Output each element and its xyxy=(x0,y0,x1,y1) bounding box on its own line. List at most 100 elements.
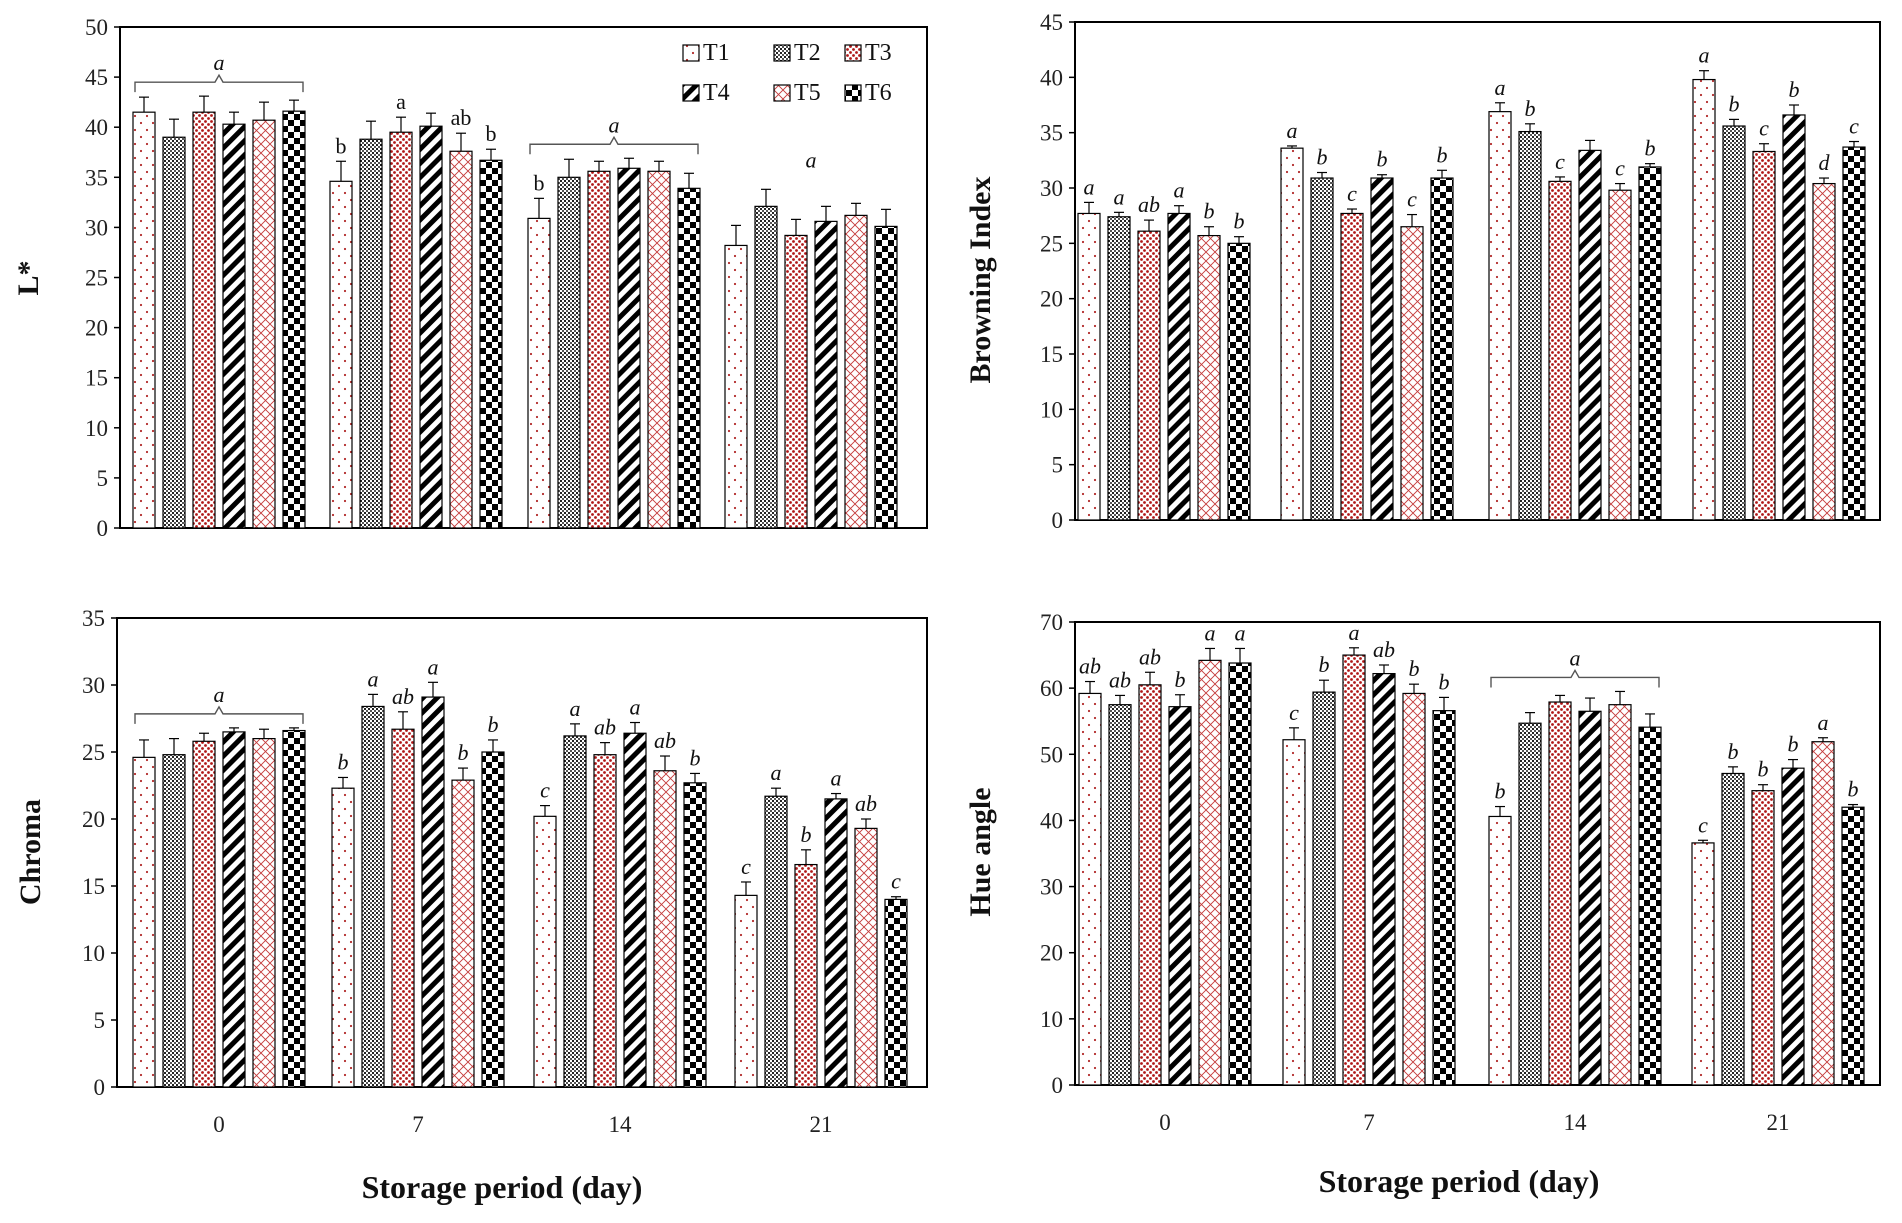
browning-significance-label: b xyxy=(1317,145,1328,170)
chroma-significance-label: a xyxy=(570,696,581,721)
browning-bar-T1-day7 xyxy=(1280,147,1304,521)
hue-significance-label: b xyxy=(1728,739,1739,764)
lstar-bar-T6-day7 xyxy=(479,159,503,529)
chroma-significance-label: ab xyxy=(654,728,676,753)
hue-significance-label: b xyxy=(1758,757,1769,782)
hue-bar-T5-day21 xyxy=(1811,741,1835,1086)
lstar-bar-T1-day7 xyxy=(329,180,353,529)
browning-significance-label: b xyxy=(1729,91,1740,116)
hue-x-tick-label: 0 xyxy=(1159,1110,1171,1135)
lstar-group-label: a xyxy=(609,112,620,137)
hue-bar-T3-day14 xyxy=(1548,701,1572,1086)
chroma-group-label: a xyxy=(214,682,225,707)
browning-bar-T5-day14 xyxy=(1608,189,1632,521)
hue-x-tick-label: 21 xyxy=(1767,1110,1790,1135)
chroma-significance-label: a xyxy=(428,654,439,679)
hue-significance-label: c xyxy=(1698,812,1708,837)
hue-significance-label: ab xyxy=(1079,654,1101,679)
browning-significance-label: c xyxy=(1759,116,1769,141)
hue-bar-T2-day14 xyxy=(1518,722,1542,1086)
lstar-bar-T4-day21 xyxy=(814,220,838,529)
browning-bar-T5-day21 xyxy=(1812,182,1836,521)
chroma-significance-label: a xyxy=(831,766,842,791)
browning-bar-T4-day7 xyxy=(1370,177,1394,521)
browning-significance-label: b xyxy=(1377,147,1388,172)
chroma-x-tick-label: 14 xyxy=(609,1112,633,1137)
hue-y-tick-label: 40 xyxy=(1040,808,1063,833)
hue-y-tick-label: 50 xyxy=(1040,742,1063,767)
lstar-bar-T5-day7 xyxy=(449,150,473,529)
hue-bar-T3-day0 xyxy=(1138,684,1162,1086)
hue-bar-T1-day14 xyxy=(1488,815,1512,1086)
chroma-bar-T2-day21 xyxy=(764,795,788,1088)
browning-significance-label: c xyxy=(1407,187,1417,212)
chroma-bar-T5-day7 xyxy=(451,779,475,1088)
chroma-bar-T4-day7 xyxy=(421,696,445,1088)
lstar-significance-label: a xyxy=(396,89,406,114)
browning-bar-T3-day7 xyxy=(1340,212,1364,521)
chroma-bar-T1-day14 xyxy=(533,815,557,1088)
browning-y-axis-label: Browning Index xyxy=(964,176,997,383)
chroma-y-tick-label: 20 xyxy=(82,807,105,832)
lstar-bar-T2-day14 xyxy=(557,176,581,529)
chroma-y-tick-label: 15 xyxy=(82,874,105,899)
lstar-y-tick-label: 15 xyxy=(85,366,108,391)
chroma-significance-label: a xyxy=(771,760,782,785)
browning-y-tick-label: 35 xyxy=(1040,121,1063,146)
hue-plot-frame xyxy=(1074,621,1881,1086)
browning-y-tick-label: 0 xyxy=(1052,508,1064,533)
browning-plot-frame xyxy=(1074,21,1881,521)
legend-label-T2: T2 xyxy=(794,40,821,66)
browning-significance-label: a xyxy=(1699,43,1710,68)
chroma-significance-label: b xyxy=(801,822,812,847)
legend: T1 T2 T3 T4 T5 T6 xyxy=(682,40,892,106)
browning-bar-T1-day21 xyxy=(1692,78,1716,521)
legend-label-T5: T5 xyxy=(794,80,821,106)
chroma-group-bracket xyxy=(134,705,304,724)
browning-bar-T3-day0 xyxy=(1137,230,1161,521)
chroma-bar-T1-day0 xyxy=(132,756,156,1088)
lstar-y-tick-label: 20 xyxy=(85,316,108,341)
lstar-bar-T5-day0 xyxy=(252,119,276,529)
lstar-bar-T4-day14 xyxy=(617,167,641,529)
hue-bar-T3-day21 xyxy=(1751,790,1775,1086)
hue-significance-label: ab xyxy=(1373,637,1395,662)
browning-y-tick-label: 40 xyxy=(1040,65,1063,90)
hue-significance-label: b xyxy=(1319,652,1330,677)
chroma-significance-label: ab xyxy=(392,684,414,709)
lstar-bar-T2-day0 xyxy=(162,136,186,529)
chroma-significance-label: ab xyxy=(594,715,616,740)
hue-bar-T2-day0 xyxy=(1108,704,1132,1086)
hue-y-tick-label: 10 xyxy=(1040,1007,1063,1032)
legend-label-T1: T1 xyxy=(703,40,730,66)
chroma-bar-T4-day0 xyxy=(222,731,246,1088)
chroma-bar-T4-day14 xyxy=(623,732,647,1088)
browning-significance-label: a xyxy=(1174,178,1185,203)
chroma-significance-label: a xyxy=(368,666,379,691)
chroma-x-tick-label: 0 xyxy=(213,1112,225,1137)
browning-bar-T4-day21 xyxy=(1782,114,1806,521)
browning-bar-T2-day21 xyxy=(1722,125,1746,521)
lstar-bar-T3-day7 xyxy=(389,131,413,529)
hue-significance-label: b xyxy=(1175,667,1186,692)
chroma-significance-label: c xyxy=(891,869,901,894)
chroma-y-tick-label: 5 xyxy=(94,1008,106,1033)
hue-significance-label: ab xyxy=(1109,667,1131,692)
browning-bar-T6-day21 xyxy=(1842,146,1866,521)
hue-bar-T3-day7 xyxy=(1342,654,1366,1086)
x-axis-label-right: Storage period (day) xyxy=(1319,1163,1600,1199)
lstar-bar-T6-day0 xyxy=(282,110,306,529)
legend-swatch-T6 xyxy=(844,84,862,102)
hue-y-tick-label: 0 xyxy=(1052,1073,1064,1098)
hue-bar-T5-day7 xyxy=(1402,692,1426,1086)
browning-significance-label: b xyxy=(1234,209,1245,234)
chroma-x-tick-label: 7 xyxy=(412,1112,424,1137)
hue-significance-label: b xyxy=(1848,777,1859,802)
lstar-group-bracket xyxy=(529,135,699,155)
lstar-y-tick-label: 30 xyxy=(85,215,108,240)
lstar-bar-T5-day14 xyxy=(647,170,671,529)
browning-significance-label: b xyxy=(1645,136,1656,161)
chroma-significance-label: ab xyxy=(855,791,877,816)
hue-bar-T1-day21 xyxy=(1691,842,1715,1086)
